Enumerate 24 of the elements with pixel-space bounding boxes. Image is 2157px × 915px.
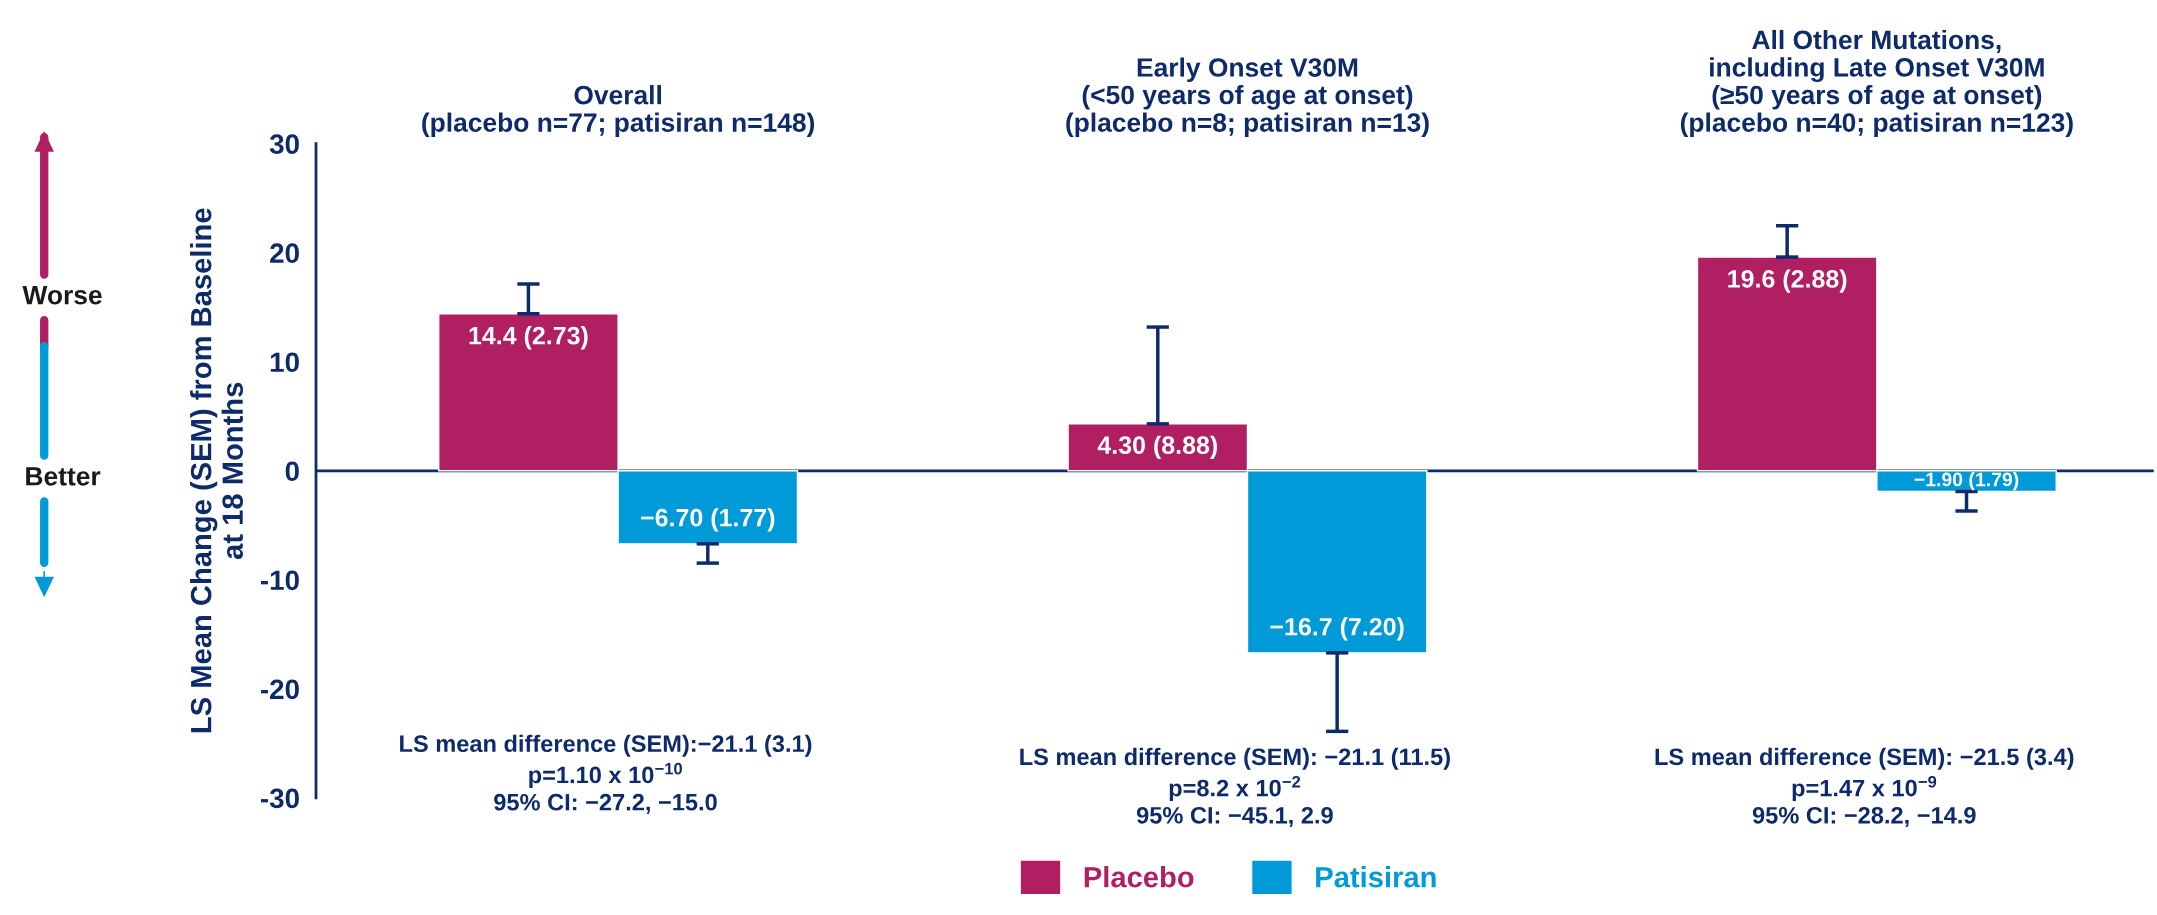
text: Worse — [22, 286, 102, 305]
text: Better — [26, 467, 101, 486]
y-tick-label: 30 — [269, 134, 299, 155]
data-label: 4.30 (8.88) — [1097, 435, 1217, 459]
x-tick-label: Overall (placebo n=77; patisiran n=148) — [422, 85, 815, 138]
annotation: LS mean difference (SEM):−21.1 (3.1) p=1.10 x 10$^{−10}$ 95% CI: −27.2, −15.0 — [400, 734, 812, 814]
y-tick-label: 0 — [285, 461, 299, 482]
y-tick-label: 20 — [270, 243, 299, 264]
y-tick-label: -30 — [260, 788, 299, 809]
data-label: −6.70 (1.77) — [641, 508, 775, 532]
legend-label: Patisiran — [1316, 866, 1436, 888]
y-tick-label: 10 — [270, 352, 299, 373]
data-label: 19.6 (2.88) — [1728, 269, 1847, 293]
legend-label: Placebo — [1084, 866, 1194, 888]
y-tick-label: -20 — [260, 679, 299, 700]
annotation: LS mean difference (SEM): −21.1 (11.5) p=8.2 x 10$^{−2}$ 95% CI: −45.1, 2.9 — [1020, 747, 1450, 828]
data-label: −1.90 (1.79) — [1914, 472, 2019, 491]
data-label: 14.4 (2.73) — [469, 326, 588, 350]
x-tick-label: Early Onset V30M (<50 years of age at onset) (placebo n=8; patisiran n=13) — [1066, 57, 1429, 138]
x-tick-label: All Other Mutations, including Late Onset V30M (≥50 years of age at onset) (placebo n=40; patisiran n=123) — [1680, 29, 2073, 138]
data-label: −16.7 (7.20) — [1270, 617, 1404, 641]
y-axis-title: LS Mean Change (SEM) from Baseline at 18 Months — [190, 208, 244, 733]
annotation: LS mean difference (SEM): −21.5 (3.4) p=1.47 x 10$^{−9}$ 95% CI: −28.2, −14.9 — [1655, 747, 2074, 828]
y-tick-label: -10 — [260, 570, 299, 591]
